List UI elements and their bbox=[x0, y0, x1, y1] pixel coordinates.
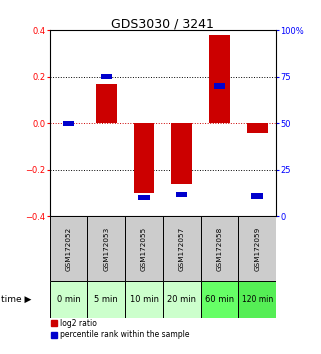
Bar bbox=[125, 281, 163, 319]
Bar bbox=[87, 281, 125, 319]
Text: 20 min: 20 min bbox=[167, 295, 196, 304]
Text: GSM172055: GSM172055 bbox=[141, 227, 147, 271]
Text: GSM172053: GSM172053 bbox=[103, 227, 109, 271]
Text: 120 min: 120 min bbox=[242, 295, 273, 304]
Text: 60 min: 60 min bbox=[205, 295, 234, 304]
Bar bbox=[247, 123, 268, 133]
Bar bbox=[87, 217, 125, 281]
Bar bbox=[100, 74, 112, 79]
Text: 0 min: 0 min bbox=[57, 295, 81, 304]
Text: GSM172052: GSM172052 bbox=[65, 227, 72, 271]
Legend: log2 ratio, percentile rank within the sample: log2 ratio, percentile rank within the s… bbox=[51, 319, 190, 339]
Title: GDS3030 / 3241: GDS3030 / 3241 bbox=[111, 17, 214, 30]
Bar bbox=[251, 193, 263, 199]
Bar bbox=[238, 217, 276, 281]
Bar bbox=[176, 192, 187, 197]
Text: GSM172058: GSM172058 bbox=[216, 227, 222, 271]
Bar bbox=[163, 281, 201, 319]
Bar bbox=[209, 35, 230, 123]
Bar bbox=[163, 217, 201, 281]
Text: 5 min: 5 min bbox=[94, 295, 118, 304]
Text: GSM172059: GSM172059 bbox=[254, 227, 260, 271]
Text: GSM172057: GSM172057 bbox=[179, 227, 185, 271]
Bar bbox=[138, 195, 150, 200]
Bar bbox=[201, 281, 238, 319]
Bar bbox=[214, 84, 225, 88]
Bar bbox=[50, 281, 87, 319]
Text: time ▶: time ▶ bbox=[1, 295, 32, 304]
Bar bbox=[96, 84, 117, 123]
Bar bbox=[238, 281, 276, 319]
Text: 10 min: 10 min bbox=[130, 295, 159, 304]
Bar bbox=[125, 217, 163, 281]
Bar bbox=[134, 123, 154, 193]
Bar bbox=[171, 123, 192, 184]
Bar bbox=[201, 217, 238, 281]
Bar bbox=[63, 121, 74, 126]
Bar bbox=[50, 217, 87, 281]
